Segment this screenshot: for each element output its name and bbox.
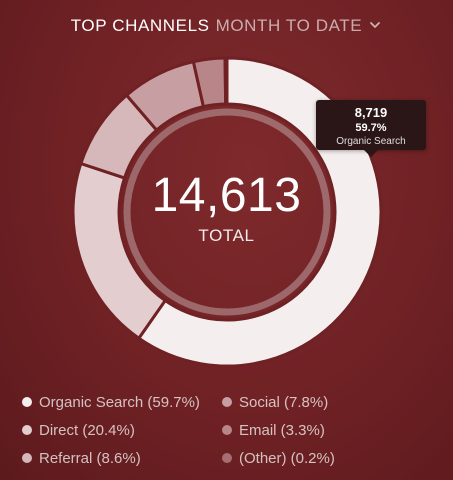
legend-dot-icon — [222, 453, 232, 463]
slice-other[interactable] — [223, 56, 229, 106]
legend-item-direct[interactable]: Direct (20.4%) — [22, 422, 135, 440]
legend-item-email[interactable]: Email (3.3%) — [222, 422, 325, 440]
legend-dot-icon — [22, 397, 32, 407]
tooltip-value: 8,719 — [354, 105, 388, 120]
legend-label: Organic Search (59.7%) — [39, 394, 200, 411]
legend-item-referral[interactable]: Referral (8.6%) — [22, 450, 141, 468]
inner-track-ring — [123, 108, 331, 316]
legend-label: Referral (8.6%) — [39, 450, 141, 467]
legend-item-other[interactable]: (Other) (0.2%) — [222, 450, 335, 468]
legend-dot-icon — [222, 397, 232, 407]
legend-dot-icon — [22, 453, 32, 463]
total-value: 14,613 — [151, 169, 302, 222]
chevron-down-icon[interactable] — [368, 18, 382, 32]
chart-title: TOP CHANNELS — [70, 16, 210, 35]
legend-label: Email (3.3%) — [239, 422, 325, 439]
slice-tooltip: 8,719 59.7% Organic Search — [316, 100, 426, 157]
legend-label: Social (7.8%) — [239, 394, 329, 411]
tooltip-percent: 59.7% — [355, 122, 387, 134]
legend-label: Direct (20.4%) — [39, 422, 135, 439]
legend-label: (Other) (0.2%) — [239, 450, 335, 467]
legend-item-social[interactable]: Social (7.8%) — [222, 394, 328, 412]
period-selector[interactable]: MONTH TO DATE — [215, 16, 363, 35]
total-label: TOTAL — [198, 226, 255, 245]
tooltip-series-name: Organic Search — [336, 136, 406, 147]
legend-dot-icon — [222, 425, 232, 435]
legend-dot-icon — [22, 425, 32, 435]
legend-item-organic-search[interactable]: Organic Search (59.7%) — [22, 394, 200, 412]
chart-header: TOP CHANNELS MONTH TO DATE — [0, 16, 453, 36]
